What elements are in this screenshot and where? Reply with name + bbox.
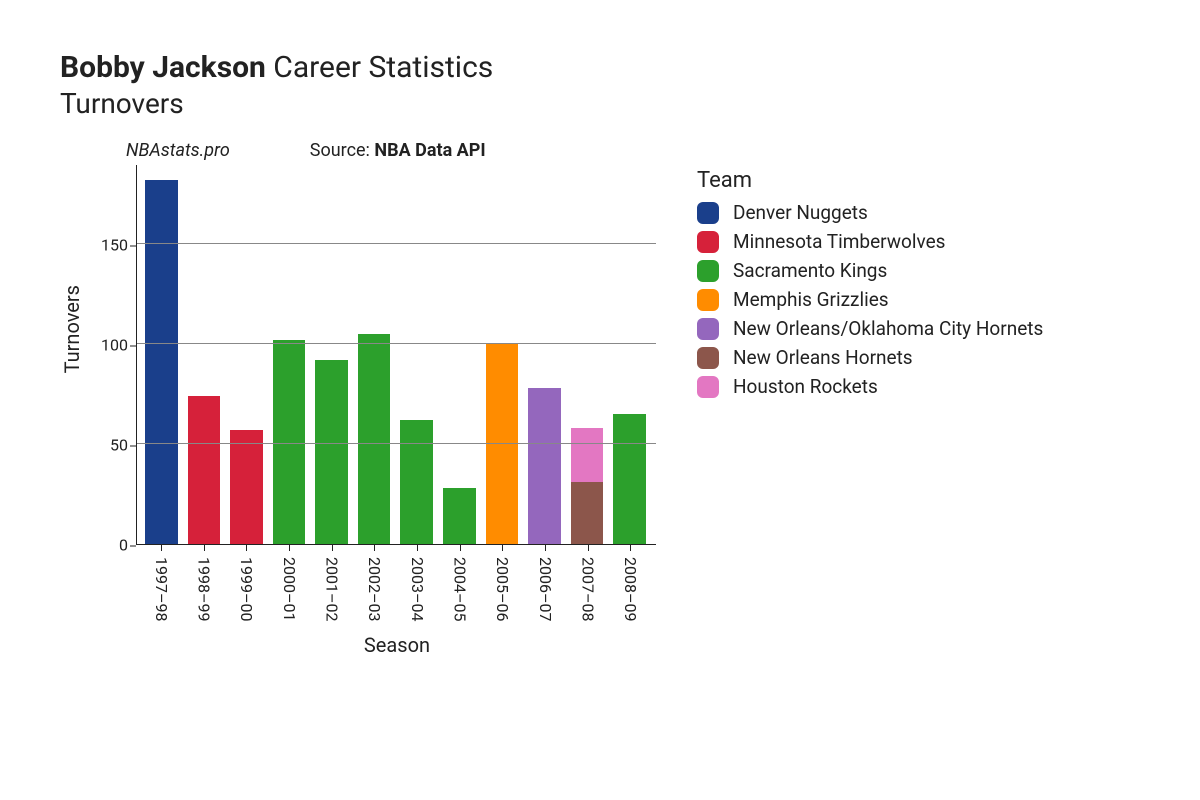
legend-item: Memphis Grizzlies <box>697 288 1043 311</box>
legend-swatch <box>697 289 719 311</box>
legend-label: Memphis Grizzlies <box>733 288 889 311</box>
legend-label: Denver Nuggets <box>733 201 868 224</box>
player-name: Bobby Jackson <box>60 50 266 85</box>
x-tick-label: 2003–04 <box>408 557 427 621</box>
y-axis-ticks: 050100150 <box>96 165 136 545</box>
bar-segment <box>315 360 348 544</box>
bar-segment <box>273 340 306 544</box>
y-tick: 50 <box>110 436 128 455</box>
x-tick-label: 2002–03 <box>365 557 384 621</box>
legend-swatch <box>697 231 719 253</box>
legend-label: New Orleans Hornets <box>733 346 913 369</box>
watermark: NBAstats.pro <box>126 140 230 161</box>
bar <box>443 488 476 544</box>
legend-label: New Orleans/Oklahoma City Hornets <box>733 317 1043 340</box>
bar <box>571 428 604 544</box>
x-tick: 2001–02 <box>316 545 349 621</box>
bar <box>230 430 263 544</box>
x-tick-label: 1999–00 <box>237 557 256 621</box>
bar-segment <box>443 488 476 544</box>
gridline <box>137 243 656 244</box>
x-tick: 2004–05 <box>444 545 477 621</box>
bar-segment <box>188 396 221 544</box>
x-tick-label: 2007–08 <box>579 557 598 621</box>
x-tick: 2007–08 <box>572 545 605 621</box>
x-axis-label: Season <box>137 633 657 657</box>
x-axis-ticks: 1997–98 1998–99 1999–00 2000–01 2001–02 2002–… <box>137 545 657 621</box>
legend-item: Sacramento Kings <box>697 259 1043 282</box>
bar <box>613 414 646 544</box>
gridline <box>137 343 656 344</box>
bar-segment <box>358 334 391 544</box>
x-tick-label: 1997–98 <box>152 557 171 621</box>
chart-title: Bobby Jackson Career Statistics <box>60 50 1170 85</box>
legend: Team Denver Nuggets Minnesota Timberwolve… <box>697 168 1043 404</box>
bars-container <box>137 165 656 544</box>
legend-swatch <box>697 376 719 398</box>
source-prefix: Source: <box>310 140 375 161</box>
legend-swatch <box>697 318 719 340</box>
source-attribution: Source: NBA Data API <box>310 140 486 161</box>
bar <box>145 180 178 544</box>
title-rest: Career Statistics <box>266 50 493 85</box>
bar-segment <box>486 344 519 544</box>
bar-segment <box>230 430 263 544</box>
x-tick: 2005–06 <box>486 545 519 621</box>
x-tick: 1997–98 <box>145 545 178 621</box>
bar <box>315 360 348 544</box>
y-tick: 150 <box>101 236 128 255</box>
x-tick: 1998–99 <box>188 545 221 621</box>
bar-segment <box>400 420 433 544</box>
x-tick: 2003–04 <box>401 545 434 621</box>
x-tick: 2008–09 <box>614 545 647 621</box>
legend-item: Houston Rockets <box>697 375 1043 398</box>
legend-swatch <box>697 347 719 369</box>
x-tick-label: 2000–01 <box>280 557 299 621</box>
x-tick: 2002–03 <box>358 545 391 621</box>
x-tick: 1999–00 <box>230 545 263 621</box>
x-tick-label: 2004–05 <box>451 557 470 621</box>
x-tick-label: 2001–02 <box>323 557 342 621</box>
legend-label: Houston Rockets <box>733 375 878 398</box>
y-tick: 100 <box>101 336 128 355</box>
bar <box>400 420 433 544</box>
bar-segment <box>613 414 646 544</box>
bar-chart-plot <box>136 165 656 545</box>
y-tick: 0 <box>119 536 128 555</box>
bar <box>188 396 221 544</box>
x-tick-label: 2005–06 <box>493 557 512 621</box>
bar-segment <box>528 388 561 544</box>
legend-swatch <box>697 260 719 282</box>
legend-title: Team <box>697 168 1043 193</box>
gridline <box>137 443 656 444</box>
chart-subtitle: Turnovers <box>60 87 1170 120</box>
bar-segment <box>145 180 178 544</box>
bar <box>358 334 391 544</box>
x-tick: 2006–07 <box>529 545 562 621</box>
legend-label: Sacramento Kings <box>733 259 887 282</box>
legend-items: Denver Nuggets Minnesota Timberwolves Sacr… <box>697 201 1043 398</box>
bar-segment <box>571 482 604 544</box>
bar <box>273 340 306 544</box>
legend-item: New Orleans/Oklahoma City Hornets <box>697 317 1043 340</box>
legend-item: Denver Nuggets <box>697 201 1043 224</box>
x-tick-label: 1998–99 <box>195 557 214 621</box>
x-tick-label: 2008–09 <box>621 557 640 621</box>
source-name: NBA Data API <box>374 140 485 161</box>
y-axis-label: Turnovers <box>60 285 84 373</box>
bar-segment <box>571 428 604 482</box>
x-tick-label: 2006–07 <box>536 557 555 621</box>
bar <box>528 388 561 544</box>
legend-swatch <box>697 202 719 224</box>
legend-label: Minnesota Timberwolves <box>733 230 945 253</box>
legend-item: Minnesota Timberwolves <box>697 230 1043 253</box>
legend-item: New Orleans Hornets <box>697 346 1043 369</box>
x-tick: 2000–01 <box>273 545 306 621</box>
bar <box>486 344 519 544</box>
